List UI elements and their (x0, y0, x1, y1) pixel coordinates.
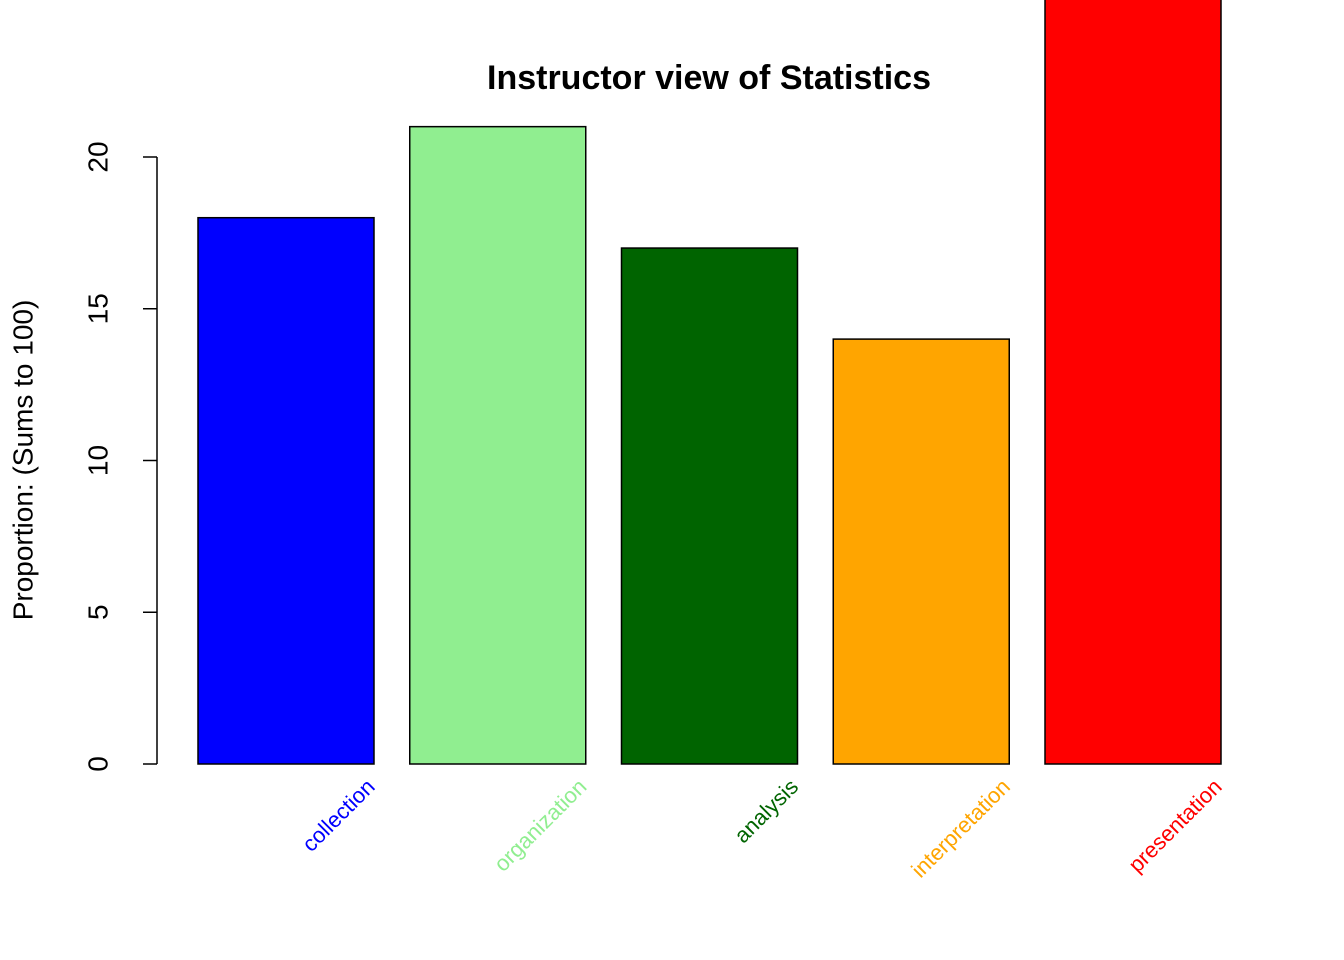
chart-title: Instructor view of Statistics (487, 59, 931, 97)
bar (409, 125, 587, 765)
bar (620, 247, 799, 765)
x-tick-label: collection (297, 774, 380, 857)
bar (1044, 0, 1222, 765)
bar (197, 216, 375, 765)
bar (832, 338, 1010, 765)
y-tick-label: 5 (82, 604, 113, 620)
y-tick-label: 0 (82, 756, 113, 772)
y-tick-label: 20 (82, 141, 113, 172)
x-tick-label: analysis (729, 774, 803, 848)
y-tick-label: 15 (82, 293, 113, 324)
y-axis-label: Proportion: (Sums to 100) (7, 300, 38, 621)
x-tick-label: organization (489, 774, 591, 876)
x-tick-label: interpretation (906, 774, 1014, 882)
x-tick-label: presentation (1123, 774, 1226, 877)
y-tick-label: 10 (82, 445, 113, 476)
